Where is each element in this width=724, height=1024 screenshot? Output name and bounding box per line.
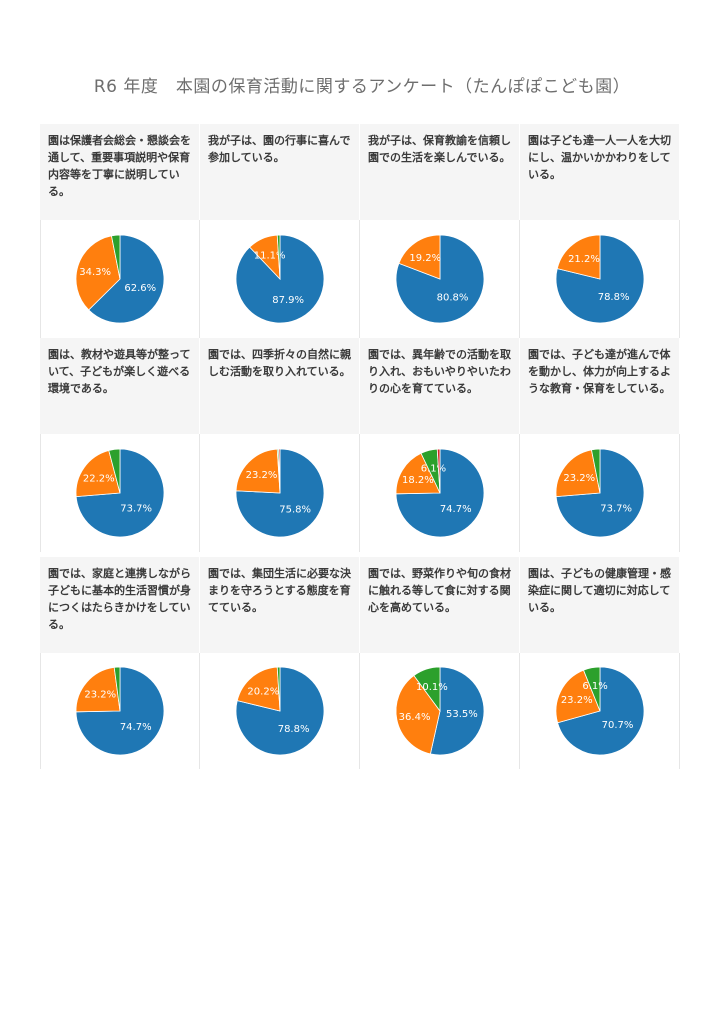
pie-slice (108, 448, 121, 494)
pie-data-label: 21.2% (568, 254, 600, 265)
survey-row-1: 園は保護者会総会・懇談会を通して、重要事項説明や保育内容等を丁寧に説明している。… (40, 124, 680, 338)
pie-chart: 70.7% 23.2% 6.1% (555, 666, 644, 756)
pie-slice (277, 448, 280, 494)
pie-slice (75, 449, 121, 498)
pie-slice (582, 666, 600, 712)
question-cell: 我が子は、園の行事に喜んで参加している。 (200, 124, 360, 220)
pie-chart-cell: 74.7% 23.2% (40, 653, 200, 769)
survey-row-2: 園は、教材や遊具等が整っていて、子どもが楽しく遊べる環境である。 園では、四季折… (40, 338, 680, 552)
pie-chart: 73.7% 23.2% (555, 448, 644, 538)
pie-slice (555, 449, 600, 498)
survey-row-3: 園では、家庭と連携しながら子どもに基本的生活習慣が身につくはたらきかけをしている… (40, 557, 680, 769)
pie-data-label: 53.5% (445, 709, 477, 720)
pie-data-label: 78.8% (597, 292, 629, 303)
pie-slice (429, 666, 484, 756)
question-cell: 園は子ども達一人一人を大切にし、温かいかかわりをしている。 (520, 124, 680, 220)
pie-slice (590, 448, 600, 494)
pie-chart: 78.8% 20.2% (235, 666, 324, 756)
pie-slice (276, 234, 280, 280)
page-title: R6 年度 本園の保育活動に関するアンケート（たんぽぽこども園） (93, 77, 631, 97)
question-cell: 園では、集団生活に必要な決まりを守ろうとする態度を育てている。 (200, 557, 360, 653)
question-cell: 園は、教材や遊具等が整っていて、子どもが楽しく遊べる環境である。 (40, 338, 200, 434)
pie-chart: 73.7% 22.2% (75, 448, 165, 538)
pie-data-label: 22.2% (83, 473, 115, 484)
pie-chart-cell: 87.9% 11.1% (200, 220, 360, 338)
pie-data-label: 6.1% (582, 681, 607, 692)
pie-slice (395, 675, 440, 755)
pie-slice (436, 448, 440, 494)
pie-data-label: 73.7% (120, 503, 152, 514)
pie-slice (113, 666, 121, 712)
question-cell: 園では、異年齢での活動を取り入れ、おもいやりやいたわりの心を育てている。 (360, 338, 520, 434)
pie-data-label: 74.7% (439, 504, 471, 515)
pie-data-label: 18.2% (401, 475, 433, 486)
pie-chart-cell: 80.8% 19.2% (360, 220, 520, 338)
pie-chart-cell: 75.8% 23.2% (200, 434, 360, 552)
pie-slice (235, 666, 324, 756)
question-cell: 園は、子どもの健康管理・感染症に関して適切に対応している。 (520, 557, 680, 653)
pie-data-label: 34.3% (79, 267, 111, 278)
pie-chart-cell: 78.8% 21.2% (520, 220, 680, 338)
pie-slice (555, 234, 644, 324)
pie-chart-cell: 70.7% 23.2% 6.1% (520, 653, 680, 769)
pie-chart: 80.8% 19.2% (395, 234, 484, 324)
pie-slice (395, 234, 484, 324)
pie-data-label: 23.2% (560, 695, 592, 706)
question-cell: 園では、子ども達が進んで体を動かし、体力が向上するような教育・保育をしている。 (520, 338, 680, 434)
pie-data-label: 6.1% (420, 463, 445, 474)
pie-data-label: 23.2% (84, 690, 116, 701)
pie-data-label: 36.4% (398, 712, 430, 723)
pie-chart: 74.7% 18.2%6.1% (395, 448, 484, 538)
pie-chart: 62.6% 34.3% (75, 234, 165, 324)
pie-chart: 53.5% 36.4% 10.1% (395, 666, 484, 756)
pie-slice (276, 666, 280, 712)
pie-chart-cell: 74.7% 18.2% 6.1% (360, 434, 520, 552)
pie-slice (75, 235, 121, 311)
pie-data-label: 62.6% (124, 283, 156, 294)
question-cell: 園では、四季折々の自然に親しむ活動を取り入れている。 (200, 338, 360, 434)
pie-data-label: 75.8% (279, 504, 311, 515)
pie-chart-cell: 78.8% 20.2% (200, 653, 360, 769)
pie-data-label: 73.7% (600, 503, 632, 514)
pie-data-label: 20.2% (247, 687, 279, 698)
pie-data-label: 78.8% (277, 724, 309, 735)
pie-slice (236, 666, 280, 712)
pie-data-label: 70.7% (601, 720, 633, 731)
pie-slice (88, 234, 165, 324)
question-cell: 園は保護者会総会・懇談会を通して、重要事項説明や保育内容等を丁寧に説明している。 (40, 124, 200, 220)
pie-chart: 74.7% 23.2% (75, 666, 165, 756)
pie-slice (395, 452, 441, 495)
pie-data-label: 11.1% (253, 251, 285, 262)
pie-chart-cell: 53.5% 36.4% 10.1% (360, 653, 520, 769)
question-cell: 我が子は、保育教諭を信頼し園での生活を楽しんでいる。 (360, 124, 520, 220)
pie-slice (556, 234, 600, 280)
pie-slice (556, 666, 644, 756)
pie-chart: 78.8% 21.2% (555, 234, 644, 324)
pie-data-label: 19.2% (409, 253, 441, 264)
pie-slice (75, 666, 165, 756)
pie-data-label: 87.9% (272, 295, 304, 306)
pie-slice (555, 669, 601, 724)
pie-slice (75, 666, 121, 713)
pie-chart: 75.8% 23.2% (235, 448, 324, 538)
pie-slice (235, 448, 324, 538)
pie-chart-cell: 73.7% 23.2% (520, 434, 680, 552)
pie-data-label: 23.2% (563, 473, 595, 484)
pie-slice (395, 448, 484, 538)
pie-chart-cell: 73.7% 22.2% (40, 434, 200, 552)
pie-data-label: 74.7% (120, 722, 152, 733)
pie-chart-cell: 62.6% 34.3% (40, 220, 200, 338)
pie-slice (235, 448, 280, 494)
pie-chart: 87.9% 11.1% (235, 234, 324, 324)
question-cell: 園では、家庭と連携しながら子どもに基本的生活習慣が身につくはたらきかけをしている… (40, 557, 200, 653)
pie-data-label: 23.2% (245, 470, 277, 481)
pie-data-label: 10.1% (415, 682, 447, 693)
pie-slice (397, 234, 440, 280)
pie-data-label: 80.8% (436, 293, 468, 304)
pie-slice (412, 666, 440, 713)
pie-slice (111, 234, 121, 280)
question-cell: 園では、野菜作りや旬の食材に触れる等して食に対する関心を高めている。 (360, 557, 520, 653)
